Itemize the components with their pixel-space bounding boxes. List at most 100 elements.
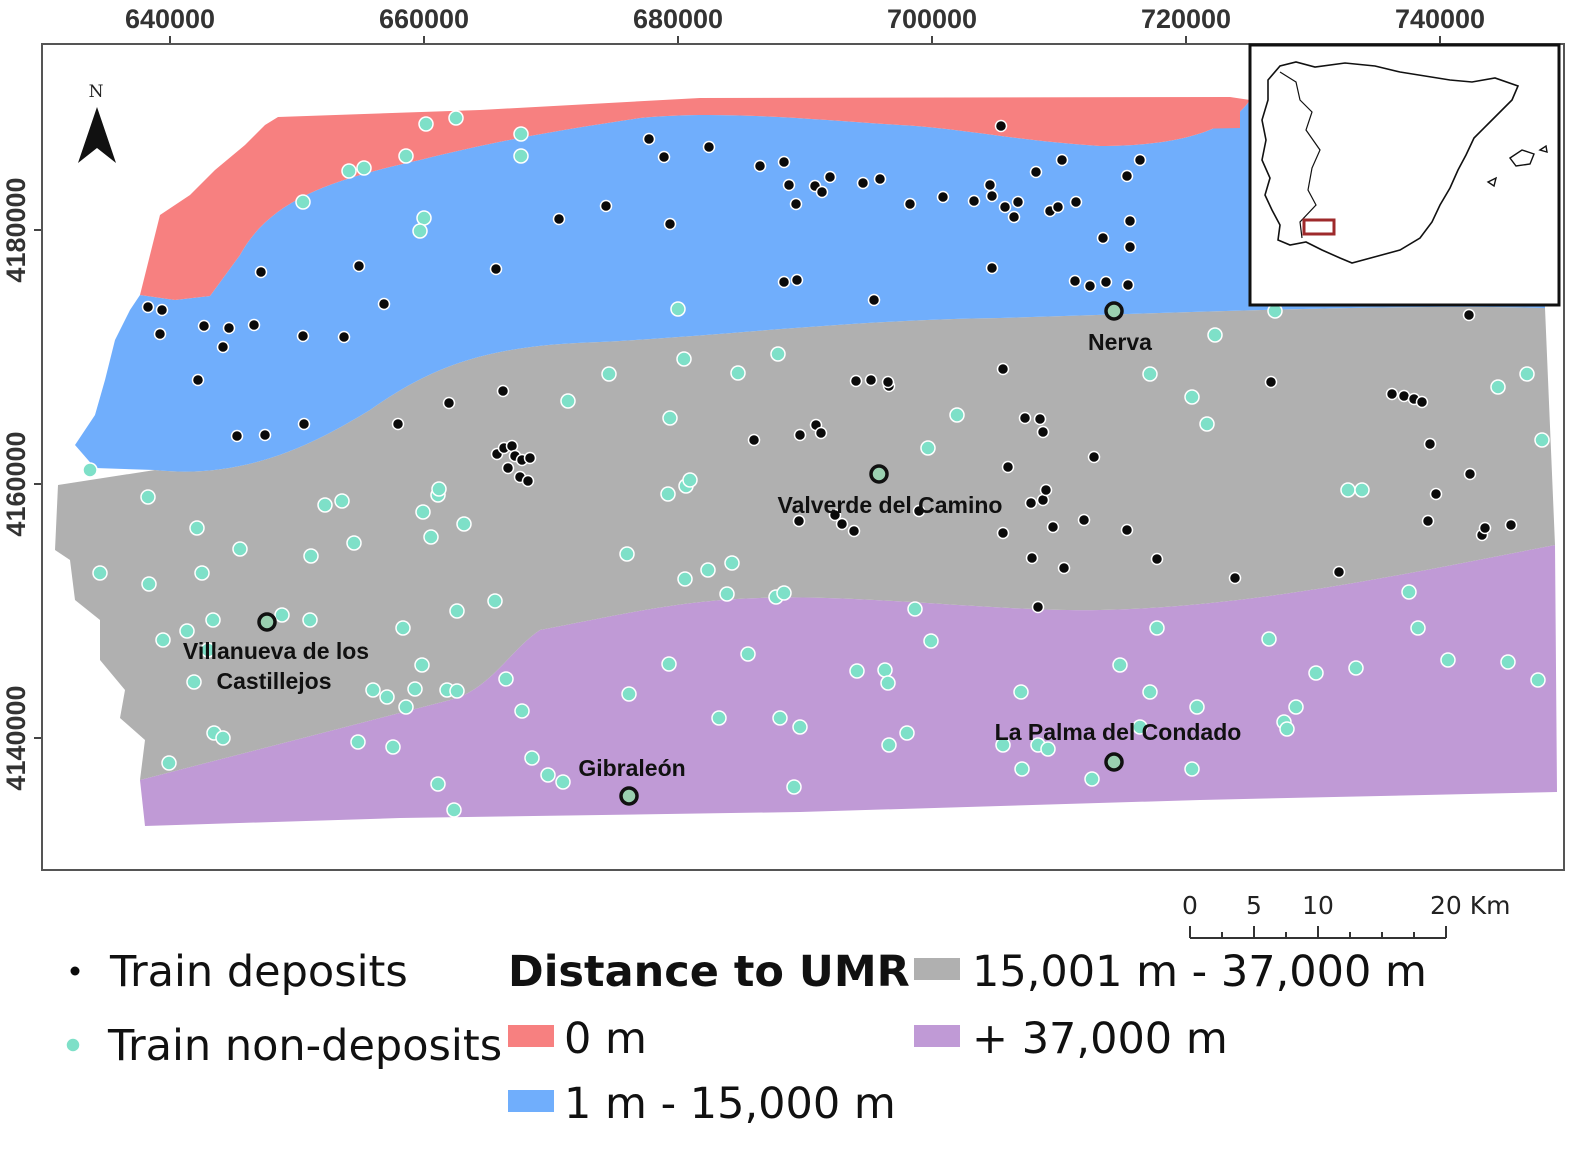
- deposit-point: [1039, 483, 1053, 497]
- deposit-point: [1046, 520, 1060, 534]
- zone-15001-37000: [55, 306, 1555, 780]
- non-deposit-point: [1142, 366, 1158, 382]
- deposit-point: [197, 319, 211, 333]
- non-deposit-point: [205, 612, 221, 628]
- deposit-point: [1018, 411, 1032, 425]
- non-deposit-point: [350, 734, 366, 750]
- non-deposit-point: [661, 656, 677, 672]
- deposit-point: [835, 517, 849, 531]
- legend-class-label: 0 m: [564, 1014, 647, 1064]
- legend-swatch-15001-37000: [914, 958, 960, 980]
- scale-label: 0: [1182, 891, 1198, 920]
- deposit-point: [967, 194, 981, 208]
- town-marker: [257, 612, 277, 632]
- non-deposit-point: [200, 642, 216, 658]
- non-deposit-point: [1184, 761, 1200, 777]
- non-deposit-point: [1348, 660, 1364, 676]
- town-label: Castillejos: [216, 668, 331, 694]
- deposit-point: [1057, 561, 1071, 575]
- non-deposit-point: [414, 657, 430, 673]
- deposit-point: [337, 330, 351, 344]
- deposit-point: [657, 150, 671, 164]
- non-deposit-point: [1288, 699, 1304, 715]
- non-deposit-point: [385, 739, 401, 755]
- non-deposit-point: [1207, 327, 1223, 343]
- town-marker: [1104, 301, 1124, 321]
- non-deposit-point: [232, 541, 248, 557]
- deposit-point: [1055, 153, 1069, 167]
- deposit-point: [222, 321, 236, 335]
- non-deposit-point: [179, 623, 195, 639]
- non-deposit-point: [334, 493, 350, 509]
- non-deposit-point: [1519, 366, 1535, 382]
- non-deposit-point: [1112, 657, 1128, 673]
- non-deposit-point: [1401, 584, 1417, 600]
- non-deposit-point: [1340, 482, 1356, 498]
- non-deposit-point: [724, 555, 740, 571]
- non-deposit-point: [1040, 741, 1056, 757]
- towns: Nerva Valverde del Camino Villanueva de lo…: [183, 301, 1242, 806]
- non-deposit-point: [730, 365, 746, 381]
- non-deposit-point: [1014, 761, 1030, 777]
- map-frame: [41, 43, 1565, 871]
- non-deposit-point: [513, 126, 529, 142]
- deposit-point: [599, 199, 613, 213]
- deposit-point: [1133, 153, 1147, 167]
- deposit-point: [1120, 169, 1134, 183]
- scale-label: 20 Km: [1430, 891, 1511, 920]
- non-deposit-point: [662, 410, 678, 426]
- non-deposit-point: [719, 586, 735, 602]
- deposit-point: [996, 362, 1010, 376]
- non-deposit-point: [920, 440, 936, 456]
- non-deposit-point: [303, 548, 319, 564]
- deposit-point: [903, 197, 917, 211]
- non-deposit-point: [186, 674, 202, 690]
- deposit-point: [985, 261, 999, 275]
- deposit-point: [1423, 437, 1437, 451]
- deposit-point: [790, 273, 804, 287]
- non-deposit-point: [341, 163, 357, 179]
- deposit-point: [814, 426, 828, 440]
- x-tick-label: 740000: [1395, 4, 1485, 34]
- non-deposit-point: [880, 675, 896, 691]
- non-deposit-point: [140, 489, 156, 505]
- inset-map: [1248, 43, 1561, 307]
- deposit-point: [296, 329, 310, 343]
- deposit-point: [873, 172, 887, 186]
- non-deposit-point: [849, 663, 865, 679]
- non-deposit-point: [302, 612, 318, 628]
- non-deposit-point: [161, 755, 177, 771]
- deposit-point: [552, 212, 566, 226]
- scale-bar: 0 5 10 20 Km: [1182, 891, 1511, 939]
- town-label: La Palma del Condado: [995, 719, 1242, 745]
- deposit-point: [1504, 518, 1518, 532]
- legend: Train deposits Train non-deposits Distan…: [65, 947, 1427, 1129]
- deposit-point: [1007, 210, 1021, 224]
- scale-label: 5: [1246, 891, 1262, 920]
- legend-title: Distance to UMR: [508, 947, 910, 997]
- deposit-point: [789, 197, 803, 211]
- y-tick-label: 4160000: [1, 431, 31, 536]
- legend-swatch-over-37000: [914, 1025, 960, 1047]
- non-deposit-point: [676, 351, 692, 367]
- town-label: Gibraleón: [578, 755, 685, 781]
- non-deposit-point: [379, 689, 395, 705]
- non-deposit-point: [448, 110, 464, 126]
- non-deposit-point: [1149, 620, 1165, 636]
- deposit-point: [501, 461, 515, 475]
- town-marker: [619, 786, 639, 806]
- deposit-point: [1001, 460, 1015, 474]
- deposit-point: [849, 374, 863, 388]
- non-deposit-point: [449, 603, 465, 619]
- deposit-point: [1150, 552, 1164, 566]
- non-deposit-point: [949, 407, 965, 423]
- non-deposit-point: [540, 767, 556, 783]
- non-deposit-point: [514, 703, 530, 719]
- non-deposit-point: [365, 682, 381, 698]
- non-deposit-point: [899, 725, 915, 741]
- legend-class-label: 1 m - 15,000 m: [564, 1079, 896, 1129]
- non-deposit-point: [395, 620, 411, 636]
- non-deposit-point: [295, 194, 311, 210]
- non-deposit-point: [786, 779, 802, 795]
- non-deposit-point: [274, 607, 290, 623]
